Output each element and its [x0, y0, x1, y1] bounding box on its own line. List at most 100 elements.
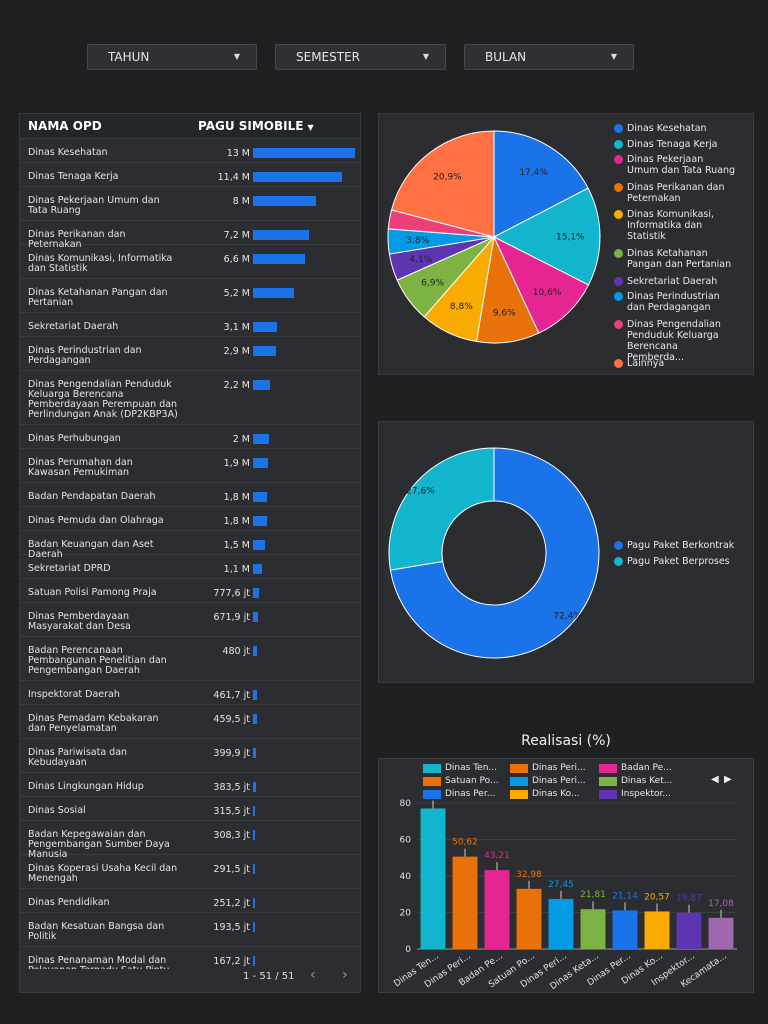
row-pagu-bar	[253, 714, 257, 724]
column-header-pagu-simobile[interactable]: PAGU SIMOBILE ▼	[198, 119, 314, 133]
filter-tahun[interactable]: TAHUN ▼	[87, 44, 257, 70]
legend-swatch-icon	[599, 790, 617, 799]
pagination: 1 - 51 / 51 ‹ ›	[20, 962, 360, 992]
row-pagu-value: 383,5 jt	[213, 782, 250, 793]
pie-legend-label: Dinas Pekerjaan Umum dan Tata Ruang	[627, 154, 736, 177]
table-row[interactable]: Badan Kesatuan Bangsa dan Politik 193,5 j…	[20, 913, 360, 947]
table-row[interactable]: Dinas Perikanan dan Peternakan 7,2 M	[20, 221, 360, 250]
table-row[interactable]: Dinas Tenaga Kerja 11,4 M	[20, 163, 360, 187]
donut-chart: 72,4% 27,6%	[388, 447, 600, 659]
bar-legend-label: Badan Pe...	[621, 763, 672, 773]
table-body: Dinas Kesehatan 13 M Dinas Tenaga Kerja 11,…	[20, 139, 360, 969]
column-header-nama-opd[interactable]: NAMA OPD	[28, 119, 102, 133]
row-pagu-value: 1,5 M	[223, 540, 250, 551]
legend-swatch-icon	[510, 764, 528, 773]
table-row[interactable]: Dinas Ketahanan Pangan dan Pertanian 5,2 …	[20, 279, 360, 313]
table-row[interactable]: Badan Kepegawaian dan Pengembangan Sumbe…	[20, 821, 360, 860]
bar[interactable]	[452, 856, 478, 949]
row-pagu-value: 251,2 jt	[213, 898, 250, 909]
bar-value-label: 17,08	[708, 899, 734, 909]
table-row[interactable]: Dinas Pekerjaan Umum dan Tata Ruang 8 M	[20, 187, 360, 221]
bar-legend-label: Dinas Per...	[445, 789, 496, 799]
table-row[interactable]: Badan Pendapatan Daerah 1,8 M	[20, 483, 360, 507]
pie-legend-label: Dinas Perikanan dan Peternakan	[627, 181, 725, 204]
filter-bulan[interactable]: BULAN ▼	[464, 44, 634, 70]
legend-swatch-icon	[599, 777, 617, 786]
pie-slice[interactable]	[390, 130, 495, 238]
dropdown-caret-icon: ▼	[422, 52, 429, 61]
row-opd-name: Dinas Pemuda dan Olahraga	[28, 515, 164, 526]
donut-slice[interactable]	[389, 447, 600, 659]
y-tick-label: 20	[400, 909, 412, 919]
table-row[interactable]: Dinas Penanaman Modal dan Pelayanan Terp…	[20, 947, 360, 969]
pie-slice-label: 3,8%	[406, 236, 429, 246]
pie-slice-label: 4,1%	[409, 255, 432, 265]
table-row[interactable]: Badan Perencanaan Pembangunan Penelitian…	[20, 637, 360, 681]
bar-legend-label: Dinas Peri...	[532, 776, 586, 786]
bar[interactable]	[708, 917, 734, 949]
bar-legend-label: Dinas Ket...	[621, 776, 673, 786]
bar[interactable]	[484, 870, 510, 949]
row-pagu-bar	[253, 148, 355, 158]
table-row[interactable]: Sekretariat DPRD 1,1 M	[20, 555, 360, 579]
pie-legend-label: Dinas Perindustrian dan Perdagangan	[627, 291, 720, 314]
table-row[interactable]: Dinas Kesehatan 13 M	[20, 139, 360, 163]
pie-slice[interactable]	[492, 235, 590, 334]
bar-value-label: 50,62	[452, 838, 478, 848]
table-row[interactable]: Satuan Polisi Pamong Praja 777,6 jt	[20, 579, 360, 603]
bar[interactable]	[420, 808, 446, 949]
table-row[interactable]: Dinas Komunikasi, Informatika dan Statis…	[20, 245, 360, 279]
row-opd-name: Badan Kepegawaian dan Pengembangan Sumbe…	[28, 829, 170, 860]
next-page-icon[interactable]: ›	[342, 967, 348, 983]
table-row[interactable]: Dinas Pemadam Kebakaran dan Penyelamatan…	[20, 705, 360, 739]
row-opd-name: Dinas Penanaman Modal dan Pelayanan Terp…	[28, 955, 169, 970]
row-opd-name: Dinas Pemberdayaan Masyarakat dan Desa	[28, 611, 131, 632]
table-row[interactable]: Dinas Pengendalian Penduduk Keluarga Ber…	[20, 371, 360, 425]
row-opd-name: Sekretariat Daerah	[28, 321, 119, 332]
row-pagu-bar	[253, 172, 342, 182]
row-opd-name: Badan Keuangan dan Aset Daerah	[28, 539, 154, 560]
bar[interactable]	[580, 909, 606, 949]
legend-next-icon[interactable]: ▶	[724, 774, 732, 785]
row-pagu-value: 2,2 M	[223, 380, 250, 391]
pie-legend-label: Dinas Komunikasi, Informatika dan Statis…	[627, 209, 715, 243]
row-pagu-bar	[253, 540, 265, 550]
row-pagu-bar	[253, 196, 316, 206]
pie-legend-label: Dinas Ketahanan Pangan dan Pertanian	[627, 248, 732, 271]
table-row[interactable]: Dinas Pendidikan 251,2 jt	[20, 889, 360, 913]
table-row[interactable]: Dinas Pemberdayaan Masyarakat dan Desa 67…	[20, 603, 360, 637]
pie-slice[interactable]	[493, 130, 589, 238]
table-row[interactable]: Dinas Lingkungan Hidup 383,5 jt	[20, 773, 360, 797]
table-row[interactable]: Dinas Pemuda dan Olahraga 1,8 M	[20, 507, 360, 531]
table-row[interactable]: Dinas Perumahan dan Kawasan Pemukiman 1,9…	[20, 449, 360, 483]
table-row[interactable]: Dinas Pariwisata dan Kebudayaan 399,9 jt	[20, 739, 360, 773]
table-row[interactable]: Sekretariat Daerah 3,1 M	[20, 313, 360, 337]
row-opd-name: Dinas Pengendalian Penduduk Keluarga Ber…	[28, 379, 178, 420]
pie-chart: 17,4% 15,1% 10,6% 9,6% 8,8% 6,9% 4,1% 3,8% 20,9%	[387, 130, 601, 344]
table-row[interactable]: Dinas Perindustrian dan Perdagangan 2,9 M	[20, 337, 360, 371]
pie-slice[interactable]	[492, 187, 601, 286]
donut-slice-label: 72,4%	[553, 611, 582, 621]
bar[interactable]	[676, 912, 702, 949]
prev-page-icon[interactable]: ‹	[310, 967, 316, 983]
row-pagu-bar	[253, 922, 255, 932]
bar[interactable]	[516, 888, 542, 949]
table-row[interactable]: Dinas Perhubungan 2 M	[20, 425, 360, 449]
donut-slice[interactable]	[388, 447, 495, 571]
bar-legend-label: Dinas Peri...	[532, 763, 586, 773]
row-opd-name: Dinas Tenaga Kerja	[28, 171, 119, 182]
row-pagu-value: 315,5 jt	[213, 806, 250, 817]
pie-legend-label: Dinas Tenaga Kerja	[627, 138, 718, 150]
table-row[interactable]: Inspektorat Daerah 461,7 jt	[20, 681, 360, 705]
table-row[interactable]: Badan Keuangan dan Aset Daerah 1,5 M	[20, 531, 360, 560]
legend-prev-icon[interactable]: ◀	[711, 774, 719, 785]
row-pagu-value: 1,1 M	[223, 564, 250, 575]
bar[interactable]	[612, 910, 638, 949]
pie-legend-label: Dinas Pengendalian Penduduk Keluarga Ber…	[627, 318, 721, 363]
bar[interactable]	[644, 911, 670, 949]
bar[interactable]	[548, 898, 574, 949]
filter-semester[interactable]: SEMESTER ▼	[275, 44, 446, 70]
table-row[interactable]: Dinas Sosial 315,5 jt	[20, 797, 360, 821]
table-row[interactable]: Dinas Koperasi Usaha Kecil dan Menengah 2…	[20, 855, 360, 889]
row-pagu-bar	[253, 230, 309, 240]
